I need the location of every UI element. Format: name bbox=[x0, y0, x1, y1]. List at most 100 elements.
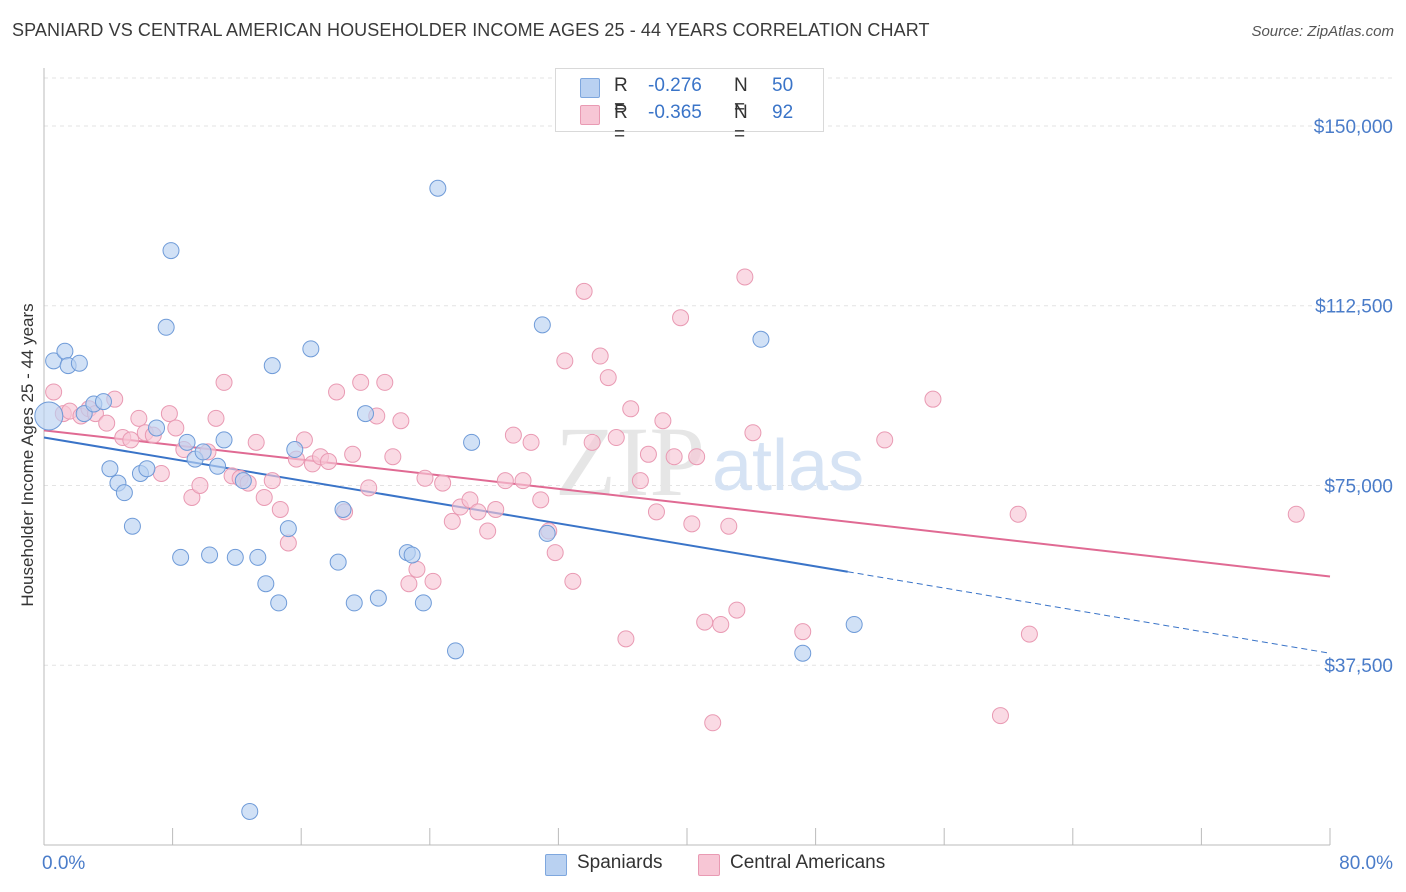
central-american-point bbox=[255, 488, 273, 506]
y-tick-label: $75,000 bbox=[1324, 476, 1393, 497]
central-american-point bbox=[736, 268, 754, 286]
spaniards-trend-line bbox=[43, 436, 848, 573]
spaniard-point bbox=[178, 433, 196, 451]
spaniard-point bbox=[241, 802, 259, 820]
central-american-point bbox=[665, 448, 683, 466]
central-american-point bbox=[1287, 505, 1305, 523]
spaniard-point bbox=[94, 393, 112, 411]
spaniards-legend-swatch bbox=[545, 854, 567, 876]
central-american-point bbox=[191, 476, 209, 494]
central-american-point bbox=[130, 409, 148, 427]
spaniard-point bbox=[234, 472, 252, 490]
central-american-point bbox=[688, 448, 706, 466]
legend-label: Spaniards bbox=[577, 852, 663, 873]
n-value: 50 bbox=[772, 75, 794, 96]
spaniard-point bbox=[34, 401, 64, 431]
central-american-point bbox=[122, 431, 140, 449]
central-american-point bbox=[672, 309, 690, 327]
central-americans-swatch bbox=[580, 105, 600, 125]
central-american-point bbox=[461, 491, 479, 509]
central-american-point bbox=[514, 472, 532, 490]
spaniard-point bbox=[148, 419, 166, 437]
central-american-point bbox=[876, 431, 894, 449]
spaniard-point bbox=[257, 575, 275, 593]
central-american-point bbox=[564, 572, 582, 590]
central-american-point bbox=[647, 503, 665, 521]
spaniard-point bbox=[334, 500, 352, 518]
central-american-point bbox=[591, 347, 609, 365]
central-american-point bbox=[683, 515, 701, 533]
central-american-point bbox=[487, 500, 505, 518]
central-american-point bbox=[183, 488, 201, 506]
stats-box: R = -0.276 N = 50 R = -0.365 N = 92 bbox=[555, 68, 824, 145]
central-american-point bbox=[924, 390, 942, 408]
spaniard-point bbox=[345, 594, 363, 612]
spaniard-point bbox=[447, 642, 465, 660]
spaniards-swatch bbox=[580, 78, 600, 98]
central-american-point bbox=[320, 453, 338, 470]
central-american-point bbox=[384, 448, 402, 466]
central-american-point bbox=[328, 383, 346, 401]
spaniard-point bbox=[369, 589, 387, 607]
central-american-point bbox=[622, 400, 640, 418]
legend: Spaniards Central Americans bbox=[0, 852, 1406, 878]
central-american-point bbox=[744, 424, 762, 442]
spaniard-point bbox=[70, 354, 88, 372]
central-american-point bbox=[215, 373, 233, 391]
central-american-point bbox=[263, 472, 281, 490]
r-value: -0.365 bbox=[648, 102, 702, 123]
chart-title: SPANIARD VS CENTRAL AMERICAN HOUSEHOLDER… bbox=[12, 20, 930, 40]
spaniard-point bbox=[226, 548, 244, 566]
central-american-point bbox=[392, 412, 410, 430]
spaniard-point bbox=[463, 433, 481, 451]
central-american-point bbox=[152, 464, 170, 482]
y-tick-label: $37,500 bbox=[1324, 656, 1393, 677]
spaniard-point bbox=[249, 548, 267, 566]
central-american-point bbox=[443, 512, 461, 530]
n-value: 92 bbox=[772, 102, 794, 123]
trend-lines bbox=[43, 429, 1331, 654]
central-american-point bbox=[400, 575, 418, 593]
central-american-point bbox=[794, 623, 812, 641]
central-american-point bbox=[599, 369, 617, 387]
spaniard-point bbox=[429, 179, 447, 197]
central-american-point bbox=[207, 409, 225, 427]
watermark: ZIP atlas bbox=[555, 406, 864, 517]
central-american-point bbox=[991, 707, 1009, 725]
x-tick-label: 0.0% bbox=[42, 853, 85, 874]
spaniard-point bbox=[172, 548, 190, 566]
source-label: Source: ZipAtlas.com bbox=[1251, 23, 1394, 40]
central-american-point bbox=[247, 433, 265, 451]
central-american-point bbox=[416, 469, 434, 487]
central-american-point bbox=[279, 534, 297, 552]
central-american-point bbox=[607, 429, 625, 447]
spaniard-point bbox=[794, 644, 812, 662]
y-tick-label: $112,500 bbox=[1315, 297, 1393, 318]
central-american-point bbox=[469, 503, 487, 521]
central-american-point bbox=[408, 560, 426, 578]
central-american-point bbox=[728, 601, 746, 619]
central-american-point bbox=[1020, 625, 1038, 643]
central-american-point bbox=[160, 405, 178, 423]
spaniard-point bbox=[357, 405, 374, 423]
spaniard-point bbox=[403, 546, 421, 564]
tick-labels: $37,500 $75,000 $112,500 $150,000 0.0% 80.0% bbox=[42, 117, 1393, 874]
axes bbox=[43, 68, 1331, 846]
spaniard-point bbox=[845, 615, 863, 633]
central-american-point bbox=[546, 544, 564, 562]
central-americans-trend-line bbox=[43, 429, 1331, 578]
spaniard-point bbox=[286, 441, 304, 459]
central-american-point bbox=[712, 615, 730, 633]
central-american-point bbox=[522, 433, 540, 451]
central-american-point bbox=[583, 433, 601, 451]
spaniard-point bbox=[123, 517, 141, 535]
central-american-point bbox=[271, 500, 289, 518]
central-american-point bbox=[617, 630, 635, 648]
spaniard-point bbox=[414, 594, 432, 612]
spaniard-point bbox=[215, 431, 233, 449]
central-american-point bbox=[424, 572, 442, 590]
r-value: -0.276 bbox=[648, 75, 702, 96]
central-american-point bbox=[352, 373, 370, 391]
r-label: R = bbox=[614, 75, 628, 118]
